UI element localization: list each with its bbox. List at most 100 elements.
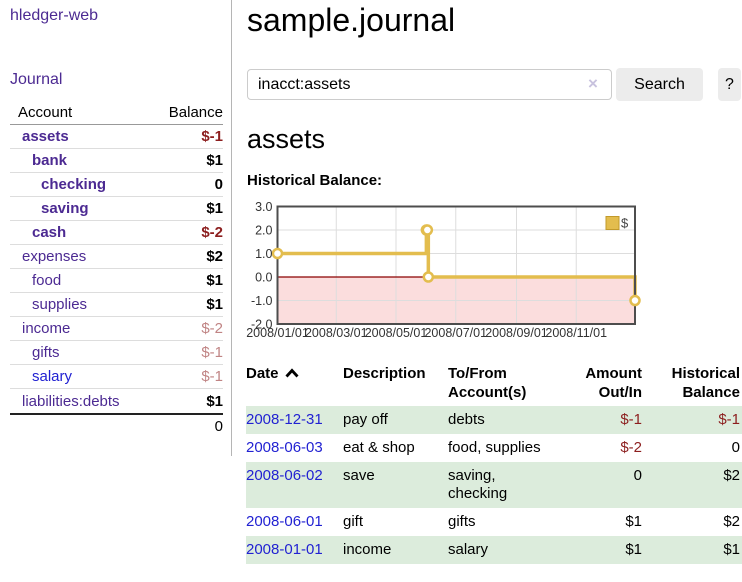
txn-description: save xyxy=(343,467,375,484)
txn-description: eat & shop xyxy=(343,439,415,456)
transaction-row: 2008-06-02 save saving, checking 0 $2 xyxy=(246,462,742,508)
svg-text:0.0: 0.0 xyxy=(255,271,272,285)
txn-date: 2008-01-01 xyxy=(246,536,343,564)
accounts-total-row: 0 xyxy=(10,413,223,437)
account-row: gifts $-1 xyxy=(10,341,223,365)
account-link-checking[interactable]: checking xyxy=(41,176,107,193)
help-button[interactable]: ? xyxy=(718,68,741,101)
txn-date-link[interactable]: 2008-06-01 xyxy=(246,513,323,530)
txn-date-link[interactable]: 2008-06-02 xyxy=(246,467,323,484)
search-button[interactable]: Search xyxy=(616,68,703,101)
txn-amount: $1 xyxy=(625,541,642,558)
txn-date: 2008-06-01 xyxy=(246,508,343,536)
account-row: expenses $2 xyxy=(10,245,223,269)
account-link-supplies[interactable]: supplies xyxy=(32,296,88,313)
account-balance: $1 xyxy=(206,152,223,169)
txn-accounts: food, supplies xyxy=(448,439,541,456)
txn-amount: $-1 xyxy=(620,411,642,428)
txn-date-link[interactable]: 2008-12-31 xyxy=(246,411,323,428)
svg-text:-1.0: -1.0 xyxy=(251,294,273,308)
account-row: food $1 xyxy=(10,269,223,293)
col-accounts: To/From Account(s) xyxy=(448,365,527,401)
account-balance: $1 xyxy=(206,200,223,217)
account-balance: $1 xyxy=(206,296,223,313)
account-link-income[interactable]: income xyxy=(22,320,71,337)
account-row: liabilities:debts $1 xyxy=(10,389,223,413)
txn-amount: $1 xyxy=(625,513,642,530)
account-balance: $-1 xyxy=(201,128,223,145)
txn-amount: 0 xyxy=(633,467,642,484)
svg-text:2008/03/01: 2008/03/01 xyxy=(305,326,368,340)
account-link-liabilities-debts[interactable]: liabilities:debts xyxy=(22,392,120,410)
account-balance: 0 xyxy=(214,176,223,193)
account-row: income $-2 xyxy=(10,317,223,341)
col-amount: Amount Out/In xyxy=(585,365,642,401)
svg-text:1.0: 1.0 xyxy=(255,247,272,261)
svg-text:2.0: 2.0 xyxy=(255,224,272,238)
accounts-table: Account Balance assets $-1 bank $1 check… xyxy=(10,101,223,437)
txn-description: income xyxy=(343,541,392,558)
svg-text:3.0: 3.0 xyxy=(255,200,272,214)
transaction-row: 2008-06-01 gift gifts $1 $2 xyxy=(246,508,742,536)
col-description: Description xyxy=(343,365,426,382)
svg-text:2008/05/01: 2008/05/01 xyxy=(365,326,428,340)
txn-balance: $2 xyxy=(723,467,740,484)
txn-balance: $-1 xyxy=(718,411,740,428)
txn-accounts: salary xyxy=(448,541,489,558)
search-input[interactable] xyxy=(247,69,612,100)
svg-text:$: $ xyxy=(621,216,629,231)
svg-text:-2.0: -2.0 xyxy=(251,318,273,332)
search-form: × Search ? xyxy=(247,68,741,102)
account-link-food[interactable]: food xyxy=(32,272,62,289)
chart-title: Historical Balance: xyxy=(247,172,383,189)
register-header-row: Date Description To/From Account(s) Amou… xyxy=(246,358,742,406)
sidebar-item-journal[interactable]: Journal xyxy=(10,71,63,88)
account-row: cash $-2 xyxy=(10,221,223,245)
accounts-header-row: Account Balance xyxy=(10,101,223,125)
account-link-assets[interactable]: assets xyxy=(22,128,69,145)
sidebar: hledger-web Journal Account Balance asse… xyxy=(0,0,232,456)
col-date[interactable]: Date xyxy=(246,358,343,406)
txn-accounts: saving, checking xyxy=(448,467,508,502)
account-row: supplies $1 xyxy=(10,293,223,317)
txn-date-link[interactable]: 2008-01-01 xyxy=(246,541,323,558)
account-link-bank[interactable]: bank xyxy=(32,152,68,169)
account-link-saving[interactable]: saving xyxy=(41,200,89,217)
accounts-total-value: 0 xyxy=(214,417,223,435)
txn-accounts: debts xyxy=(448,411,485,428)
account-link-expenses[interactable]: expenses xyxy=(22,248,87,265)
account-row: saving $1 xyxy=(10,197,223,221)
col-balance: Historical Balance xyxy=(671,365,740,401)
register-table: Date Description To/From Account(s) Amou… xyxy=(246,358,742,564)
txn-date: 2008-06-03 xyxy=(246,434,343,462)
historical-balance-chart: 3.0 2.0 1.0 0.0 -1.0 -2.02008/01/012008/03/01… xyxy=(246,200,641,340)
svg-text:2008/01/01: 2008/01/01 xyxy=(246,326,309,340)
transaction-row: 2008-12-31 pay off debts $-1 $-1 xyxy=(246,406,742,434)
sort-ascending-icon xyxy=(284,368,299,378)
clear-search-icon[interactable]: × xyxy=(588,74,598,93)
accounts-col-account: Account xyxy=(18,104,73,121)
account-link-cash[interactable]: cash xyxy=(32,224,67,241)
account-balance: $-1 xyxy=(201,368,223,385)
app-title-link[interactable]: hledger-web xyxy=(10,7,99,24)
transaction-row: 2008-06-03 eat & shop food, supplies $-2… xyxy=(246,434,742,462)
txn-date-link[interactable]: 2008-06-03 xyxy=(246,439,323,456)
txn-date: 2008-06-02 xyxy=(246,462,343,508)
txn-balance: 0 xyxy=(731,439,740,456)
transaction-row: 2008-01-01 income salary $1 $1 xyxy=(246,536,742,564)
txn-description: gift xyxy=(343,513,364,530)
page-title: sample.journal xyxy=(247,2,456,38)
account-balance: $2 xyxy=(206,248,223,265)
account-link-gifts[interactable]: gifts xyxy=(32,344,60,361)
account-balance: $-2 xyxy=(201,224,223,241)
svg-text:2008/09/01: 2008/09/01 xyxy=(485,326,548,340)
account-balance: $1 xyxy=(206,272,223,289)
txn-accounts: gifts xyxy=(448,513,476,530)
txn-date: 2008-12-31 xyxy=(246,406,343,434)
txn-description: pay off xyxy=(343,411,388,428)
txn-balance: $1 xyxy=(723,541,740,558)
account-row: bank $1 xyxy=(10,149,223,173)
account-link-salary[interactable]: salary xyxy=(32,368,73,385)
account-balance: $-2 xyxy=(201,320,223,337)
